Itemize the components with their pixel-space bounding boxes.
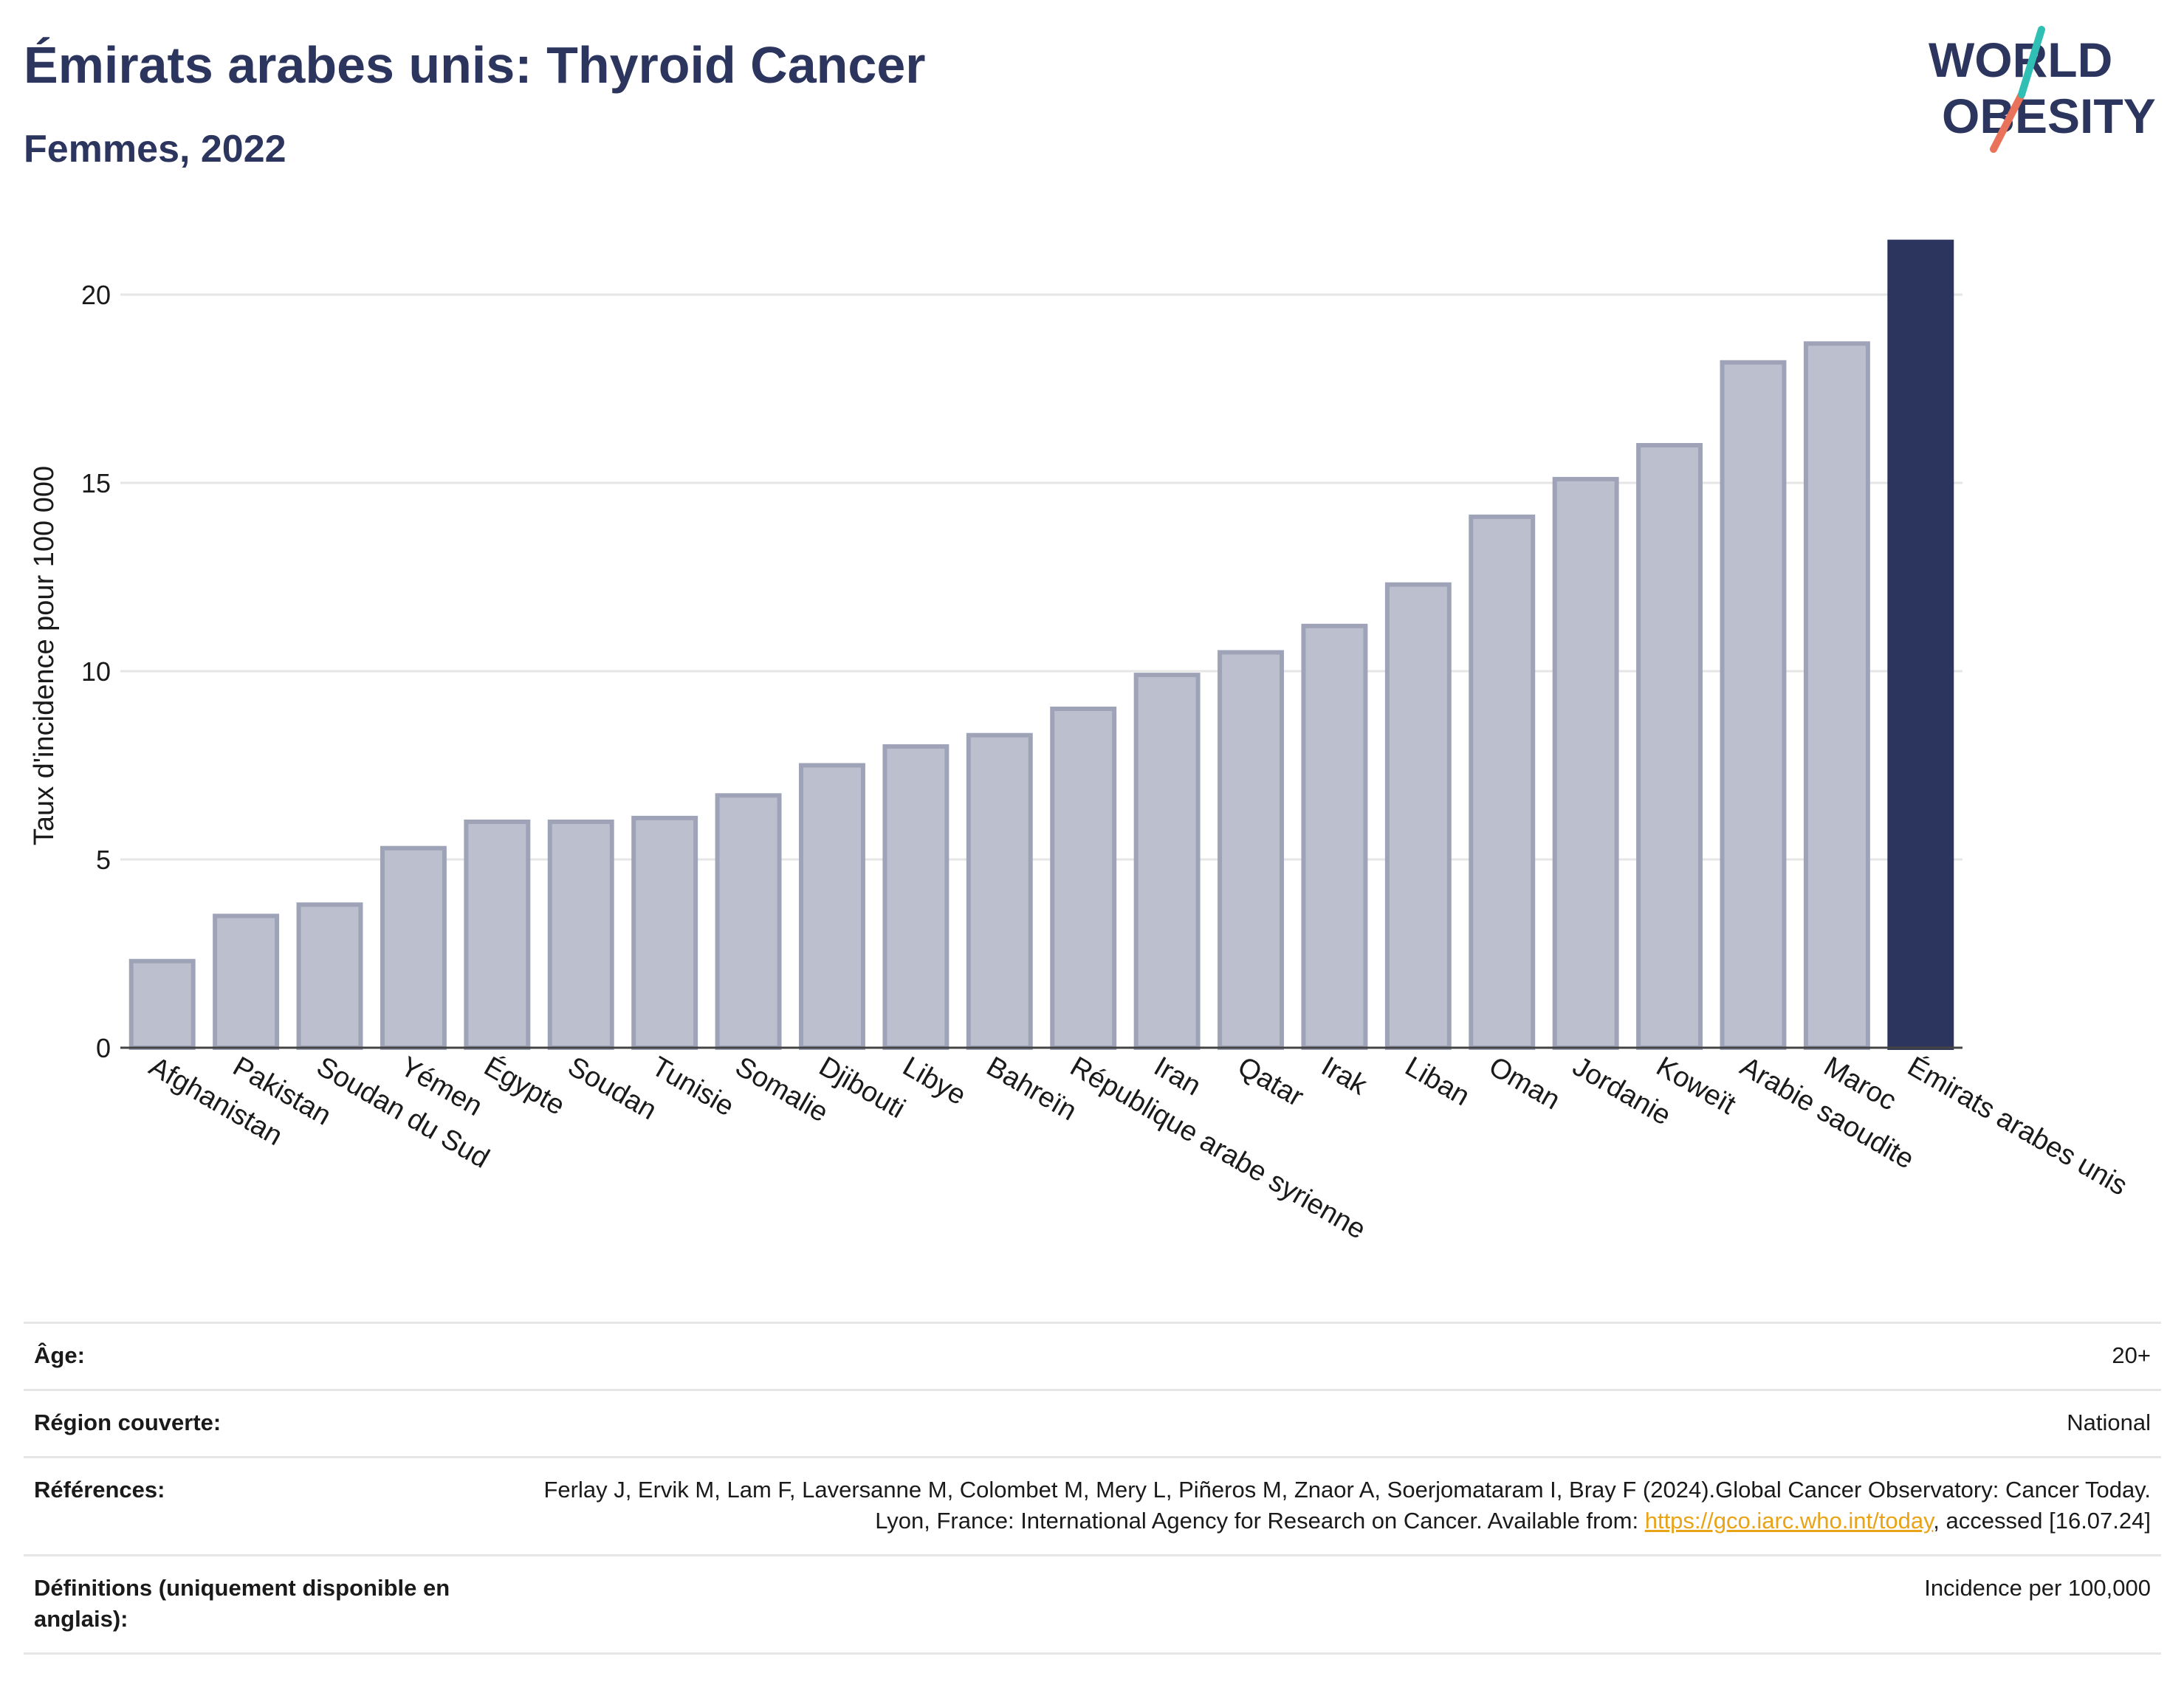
y-tick-labels: 0 5 10 15 20 (81, 280, 111, 1063)
reference-accessed: , accessed [16.07.24] (1933, 1508, 2151, 1534)
bar-9 (882, 744, 950, 1050)
bar-1 (213, 913, 280, 1050)
meta-label-region: Région couverte: (34, 1410, 222, 1435)
meta-value-references: Ferlay J, Ervik M, Lam F, Laversanne M, … (543, 1474, 2151, 1537)
y-tick-label: 5 (96, 845, 111, 875)
meta-value-region: National (2067, 1410, 2151, 1435)
x-tick-label: Irak (1316, 1051, 1373, 1102)
logo-line1: WORLD (1929, 32, 2112, 87)
meta-row-region: Région couverte: National (24, 1389, 2161, 1456)
reference-link[interactable]: https://gco.iarc.who.int/today (1644, 1508, 1934, 1534)
bar-2 (296, 902, 363, 1050)
bar-6 (631, 815, 698, 1051)
bar-5 (547, 820, 614, 1050)
chart-title: Émirats arabes unis: Thyroid Cancer (24, 36, 926, 94)
bar-4 (464, 820, 531, 1050)
metadata-table: Âge: 20+ Région couverte: National Référ… (24, 1322, 2161, 1655)
meta-row-definitions: Définitions (uniquement disponible en an… (24, 1554, 2161, 1655)
x-tick-label: Oman (1483, 1051, 1565, 1116)
bar-10 (966, 732, 1033, 1050)
reference-text: Ferlay J, Ervik M, Lam F, Laversanne M, … (543, 1477, 2151, 1534)
y-tick-label: 0 (96, 1033, 111, 1063)
x-tick-label: Qatar (1232, 1051, 1309, 1113)
bar-7 (715, 793, 782, 1051)
meta-label-references: Références: (34, 1477, 165, 1503)
bar-8 (799, 763, 865, 1050)
meta-row-references: Références: Ferlay J, Ervik M, Lam F, La… (24, 1456, 2161, 1554)
bar-11 (1050, 707, 1117, 1050)
meta-row-age: Âge: 20+ (24, 1322, 2161, 1389)
bar-20 (1803, 341, 1870, 1050)
bar-18 (1636, 443, 1703, 1050)
bar-14 (1301, 623, 1368, 1050)
x-tick-label: Égypte (478, 1051, 570, 1122)
bar-15 (1384, 582, 1452, 1050)
bar-19 (1720, 360, 1787, 1050)
x-tick-label: Bahreïn (981, 1051, 1082, 1127)
x-tick-label: Libye (897, 1051, 971, 1111)
meta-value-definitions: Incidence per 100,000 (1924, 1575, 2151, 1601)
meta-value-age: 20+ (2112, 1342, 2151, 1368)
x-tick-label: Tunisie (646, 1051, 739, 1122)
y-tick-label: 15 (81, 468, 111, 498)
chart-subtitle: Femmes, 2022 (24, 128, 286, 171)
x-tick-label: Soudan (563, 1051, 662, 1126)
bar-0 (128, 958, 196, 1050)
bar-21 (1887, 239, 1954, 1051)
x-tick-label: Somalie (730, 1051, 834, 1128)
world-obesity-logo: WORLD OBESITY (1929, 26, 2156, 153)
bar-12 (1133, 673, 1201, 1050)
y-axis-label: Taux d'incidence pour 100 000 (29, 466, 60, 845)
meta-label-age: Âge: (34, 1342, 85, 1368)
y-tick-label: 10 (81, 656, 111, 687)
bar-17 (1552, 476, 1619, 1050)
bar-3 (380, 845, 447, 1050)
x-tick-label: Liban (1400, 1051, 1475, 1112)
x-tick-label: Iran (1149, 1051, 1206, 1102)
y-tick-label: 20 (81, 280, 111, 310)
bar-16 (1469, 514, 1536, 1050)
logo-line2: OBESITY (1942, 89, 2156, 143)
x-tick-label: Djibouti (814, 1051, 910, 1125)
x-tick-label: Émirats arabes unis (1902, 1051, 2132, 1202)
meta-label-definitions: Définitions (uniquement disponible en an… (34, 1575, 450, 1632)
bars (128, 239, 1954, 1051)
bar-13 (1218, 650, 1284, 1050)
